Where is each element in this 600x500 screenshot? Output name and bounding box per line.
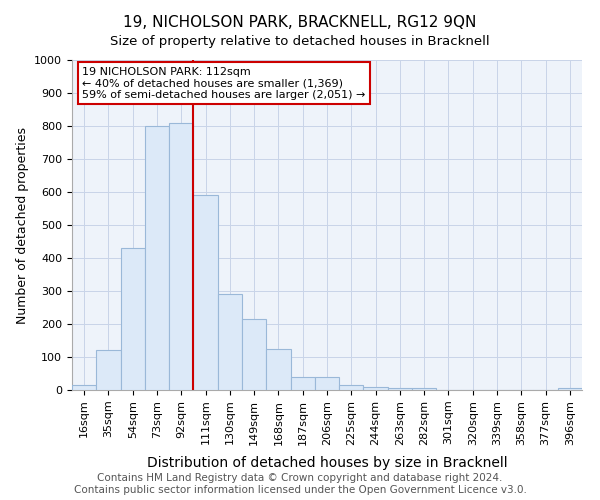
Bar	[266, 349, 290, 390]
Bar	[145, 126, 169, 390]
Bar	[169, 122, 193, 390]
Bar	[339, 385, 364, 390]
Y-axis label: Number of detached properties: Number of detached properties	[16, 126, 29, 324]
Text: 19 NICHOLSON PARK: 112sqm
← 40% of detached houses are smaller (1,369)
59% of se: 19 NICHOLSON PARK: 112sqm ← 40% of detac…	[82, 66, 365, 100]
Text: Contains HM Land Registry data © Crown copyright and database right 2024.
Contai: Contains HM Land Registry data © Crown c…	[74, 474, 526, 495]
Bar	[290, 377, 315, 390]
Bar	[121, 248, 145, 390]
X-axis label: Distribution of detached houses by size in Bracknell: Distribution of detached houses by size …	[146, 456, 508, 470]
Bar	[388, 388, 412, 390]
Bar	[558, 388, 582, 390]
Bar	[218, 294, 242, 390]
Text: 19, NICHOLSON PARK, BRACKNELL, RG12 9QN: 19, NICHOLSON PARK, BRACKNELL, RG12 9QN	[124, 15, 476, 30]
Bar	[193, 196, 218, 390]
Bar	[364, 386, 388, 390]
Bar	[72, 385, 96, 390]
Bar	[96, 350, 121, 390]
Bar	[412, 388, 436, 390]
Bar	[315, 377, 339, 390]
Text: Size of property relative to detached houses in Bracknell: Size of property relative to detached ho…	[110, 35, 490, 48]
Bar	[242, 319, 266, 390]
